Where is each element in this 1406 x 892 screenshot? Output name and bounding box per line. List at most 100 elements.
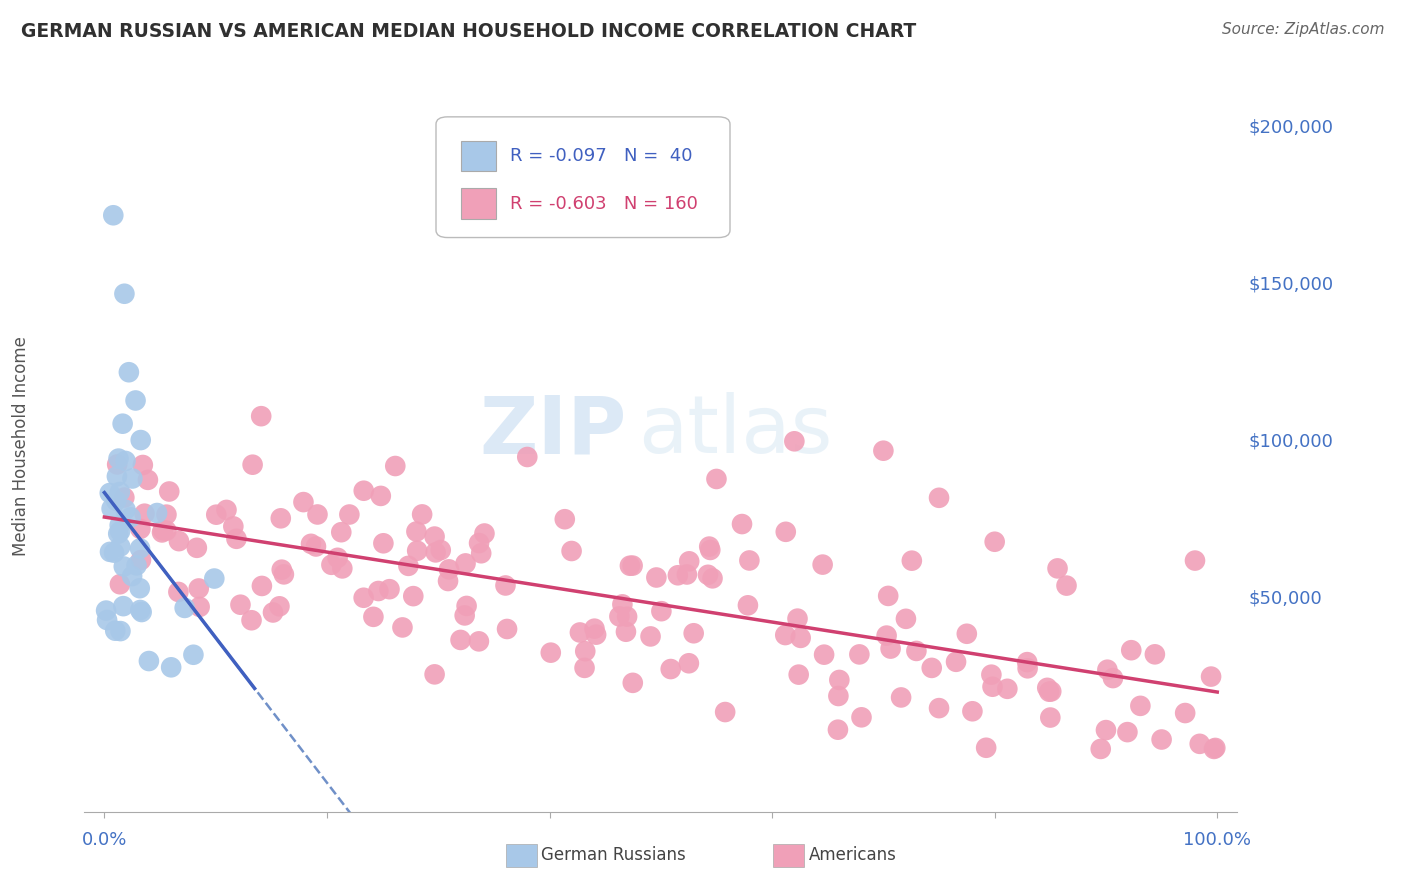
- Point: [612, 598, 634, 612]
- Point: [650, 604, 672, 618]
- Point: [1040, 684, 1063, 698]
- Point: [731, 517, 754, 532]
- Point: [1188, 737, 1211, 751]
- Point: [125, 558, 148, 573]
- Point: [105, 493, 128, 508]
- Point: [384, 458, 406, 473]
- Point: [269, 599, 291, 614]
- Point: [128, 581, 150, 595]
- Point: [789, 631, 811, 645]
- Text: Americans: Americans: [808, 846, 897, 863]
- Point: [699, 543, 721, 558]
- Point: [98, 545, 121, 559]
- Point: [107, 526, 129, 541]
- Point: [98, 486, 121, 500]
- Point: [330, 525, 353, 540]
- Text: 0.0%: 0.0%: [82, 830, 127, 848]
- Point: [706, 472, 728, 486]
- Point: [561, 544, 583, 558]
- Point: [1202, 742, 1225, 756]
- Point: [676, 567, 699, 582]
- Point: [1143, 648, 1166, 662]
- Point: [1017, 655, 1039, 669]
- Point: [974, 740, 997, 755]
- Point: [150, 525, 173, 540]
- Point: [956, 626, 979, 640]
- Point: [787, 667, 810, 681]
- Point: [583, 622, 606, 636]
- Point: [783, 434, 806, 449]
- Point: [270, 563, 292, 577]
- Point: [121, 471, 143, 485]
- Point: [202, 572, 225, 586]
- Point: [124, 393, 146, 408]
- Point: [1174, 706, 1197, 720]
- Point: [250, 409, 273, 424]
- Point: [136, 473, 159, 487]
- Point: [108, 577, 131, 591]
- Point: [138, 654, 160, 668]
- Point: [107, 451, 129, 466]
- Point: [406, 543, 429, 558]
- Point: [173, 601, 195, 615]
- Point: [678, 657, 700, 671]
- Point: [112, 599, 135, 614]
- Point: [353, 483, 375, 498]
- Point: [678, 554, 700, 568]
- Point: [129, 433, 152, 447]
- Point: [890, 690, 912, 705]
- Point: [225, 532, 247, 546]
- Point: [337, 508, 360, 522]
- Point: [962, 704, 984, 718]
- Point: [697, 540, 720, 554]
- Point: [905, 644, 928, 658]
- Point: [827, 723, 849, 737]
- Point: [378, 582, 401, 597]
- Point: [104, 624, 127, 638]
- Point: [1102, 671, 1125, 685]
- Point: [242, 458, 264, 472]
- Point: [353, 591, 375, 605]
- Point: [609, 609, 631, 624]
- Point: [367, 584, 389, 599]
- Point: [851, 710, 873, 724]
- Point: [621, 558, 644, 573]
- Point: [108, 485, 131, 500]
- Point: [111, 417, 134, 431]
- Point: [877, 589, 900, 603]
- Point: [103, 546, 125, 560]
- Point: [307, 508, 329, 522]
- Point: [110, 624, 132, 638]
- Point: [714, 705, 737, 719]
- Point: [108, 518, 131, 533]
- Point: [1116, 725, 1139, 739]
- Point: [105, 469, 128, 483]
- Point: [945, 655, 967, 669]
- Point: [1097, 663, 1119, 677]
- Point: [132, 458, 155, 472]
- Bar: [461, 188, 496, 219]
- Point: [894, 612, 917, 626]
- Point: [205, 508, 228, 522]
- Point: [619, 558, 641, 573]
- Point: [129, 522, 152, 536]
- Point: [470, 546, 492, 560]
- Point: [94, 604, 117, 618]
- Point: [437, 562, 460, 576]
- Point: [454, 557, 477, 571]
- Point: [321, 558, 343, 572]
- Point: [167, 534, 190, 549]
- Point: [928, 491, 950, 505]
- Point: [129, 541, 152, 556]
- Point: [702, 571, 724, 585]
- Point: [411, 508, 433, 522]
- Point: [901, 554, 924, 568]
- Point: [326, 550, 349, 565]
- Point: [659, 662, 682, 676]
- Point: [112, 286, 135, 301]
- Point: [775, 628, 797, 642]
- Point: [1056, 578, 1078, 592]
- Point: [120, 510, 142, 524]
- Point: [114, 502, 136, 516]
- Point: [616, 609, 638, 624]
